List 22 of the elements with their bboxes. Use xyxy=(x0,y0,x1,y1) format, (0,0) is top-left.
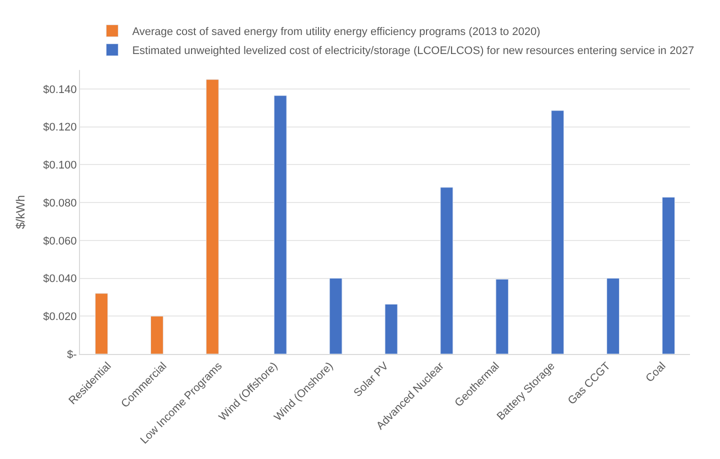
y-tick-label: $0.080 xyxy=(43,197,77,210)
bar xyxy=(329,278,342,354)
bar xyxy=(496,278,509,354)
y-axis-title: $/kWh xyxy=(13,194,28,230)
legend-label: Estimated unweighted levelized cost of electricity/storage (LCOE/LCOS) for new resources entering service in 2027 xyxy=(132,45,694,58)
y-tick-label: $0.020 xyxy=(43,310,77,323)
bar xyxy=(206,79,219,354)
bar xyxy=(95,293,108,354)
bar xyxy=(384,304,398,354)
y-tick-label: $0.120 xyxy=(43,122,77,134)
y-tick-label: $0.060 xyxy=(43,235,77,248)
bar xyxy=(440,187,454,354)
bar xyxy=(662,196,675,354)
legend-label: Average cost of saved energy from utility energy efficiency programs (2013 to 2020) xyxy=(132,26,540,38)
bar xyxy=(606,278,620,354)
bar xyxy=(274,95,287,354)
y-tick-label: $0.040 xyxy=(43,273,77,286)
bar xyxy=(150,316,164,354)
y-tick-label: $- xyxy=(67,348,78,361)
y-tick-label: $0.140 xyxy=(43,84,77,96)
bar xyxy=(551,110,564,354)
y-tick-label: $0.100 xyxy=(43,160,77,172)
